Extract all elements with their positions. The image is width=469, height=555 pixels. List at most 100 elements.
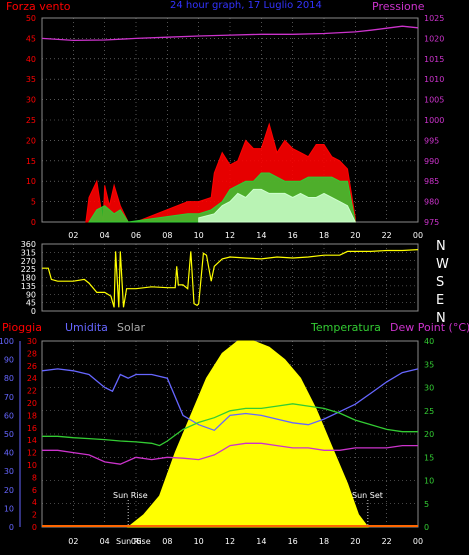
wind-tick-label: 10	[26, 177, 36, 186]
p1-x-tick-label: 20	[350, 231, 360, 240]
temp-tick-label: 0	[424, 523, 429, 532]
p3-x-tick-label: 14	[256, 537, 266, 546]
compass-e: E	[436, 293, 444, 308]
temp-tick-label: 5	[424, 500, 429, 509]
direction-tick-label: 90	[26, 290, 36, 299]
p1-x-tick-label: 04	[100, 231, 110, 240]
p3-x-tick-label: 06	[131, 537, 141, 546]
wind-tick-label: 45	[26, 34, 36, 43]
wind-tick-label: 5	[31, 198, 36, 207]
rain-tick-label: 26	[27, 362, 37, 371]
temperature-label: Temperatura	[310, 321, 381, 334]
wind-tick-label: 15	[26, 157, 36, 166]
pressure-tick-label: 1005	[424, 96, 444, 105]
series-pressure-line	[41, 25, 419, 42]
p1-x-tick-label: 14	[256, 231, 266, 240]
pressure-label: Pressione	[372, 0, 425, 13]
sunrise-tick-label: Sun Rise	[116, 537, 151, 546]
rain-tick-label: 10	[27, 461, 37, 470]
rain-label: Pioggia	[2, 321, 42, 334]
temp-tick-label: 35	[424, 360, 434, 369]
humidity-tick-label: 10	[4, 504, 14, 513]
p1-x-tick-label: 02	[68, 231, 78, 240]
rain-tick-label: 0	[32, 523, 37, 532]
wind-tick-label: 30	[26, 96, 36, 105]
compass-n-top: N	[436, 239, 446, 254]
humidity-tick-label: 100	[0, 337, 14, 346]
p3-x-tick-label: 00	[413, 537, 423, 546]
rain-tick-label: 6	[32, 486, 37, 495]
rain-tick-label: 24	[27, 374, 37, 383]
wind-tick-label: 25	[26, 116, 36, 125]
rain-tick-label: 16	[27, 424, 37, 433]
p3-x-tick-label: 16	[288, 537, 298, 546]
direction-tick-label: 45	[26, 299, 36, 308]
humidity-tick-label: 90	[4, 356, 14, 365]
rain-tick-label: 22	[27, 387, 37, 396]
series-wind-direction-line	[42, 249, 419, 308]
temperature-humidity-panel: 0510152025303540010203040506070809010002…	[0, 337, 434, 546]
p1-x-tick-label: 16	[288, 231, 298, 240]
series-temperature-line	[42, 403, 418, 447]
series-solar-area	[126, 340, 369, 528]
humidity-tick-label: 70	[4, 393, 14, 402]
wind-pressure-panel: 0510152025303540455097598098599099510001…	[26, 14, 445, 240]
pressure-tick-label: 1000	[424, 116, 444, 125]
p3-x-tick-label: 18	[319, 537, 329, 546]
temp-tick-label: 25	[424, 407, 434, 416]
pressure-tick-label: 985	[424, 177, 439, 186]
rain-tick-label: 12	[27, 449, 37, 458]
chart-title: 24 hour graph, 17 Luglio 2014	[170, 0, 322, 11]
wind-tick-label: 0	[31, 218, 36, 227]
p3-x-tick-label: 02	[68, 537, 78, 546]
humidity-tick-label: 50	[4, 430, 14, 439]
temp-tick-label: 30	[424, 384, 434, 393]
rain-tick-label: 2	[32, 511, 37, 520]
rain-tick-label: 30	[27, 337, 37, 346]
pressure-tick-label: 975	[424, 218, 439, 227]
direction-tick-label: 135	[21, 282, 36, 291]
rain-tick-label: 8	[32, 473, 37, 482]
p1-x-tick-label: 06	[131, 231, 141, 240]
compass-n-bottom: N	[436, 311, 446, 326]
p3-x-tick-label: 04	[100, 537, 110, 546]
sunrise-label: Sun Rise	[113, 491, 148, 500]
humidity-tick-label: 0	[9, 523, 14, 532]
temp-tick-label: 20	[424, 430, 434, 439]
wind-tick-label: 35	[26, 75, 36, 84]
direction-tick-label: 225	[21, 265, 36, 274]
compass-s: S	[436, 275, 444, 290]
humidity-tick-label: 30	[4, 467, 14, 476]
humidity-tick-label: 60	[4, 411, 14, 420]
p3-x-tick-label: 22	[382, 537, 392, 546]
p1-x-tick-label: 18	[319, 231, 329, 240]
direction-tick-label: 315	[21, 248, 36, 257]
pressure-tick-label: 980	[424, 198, 439, 207]
p3-x-tick-label: 10	[194, 537, 204, 546]
pressure-tick-label: 1015	[424, 55, 444, 64]
compass-w: W	[436, 257, 449, 272]
pressure-tick-label: 990	[424, 157, 439, 166]
p3-x-tick-label: 20	[350, 537, 360, 546]
rain-tick-label: 28	[27, 349, 37, 358]
temp-tick-label: 15	[424, 453, 434, 462]
rain-tick-label: 18	[27, 411, 37, 420]
series-vento-area	[198, 188, 357, 223]
wind-tick-label: 50	[26, 14, 36, 23]
wind-force-label: Forza vento	[6, 0, 71, 13]
solar-label: Solar	[117, 321, 146, 334]
direction-tick-label: 360	[21, 240, 36, 249]
p1-x-tick-label: 00	[413, 231, 423, 240]
series-dewpoint-line	[42, 442, 418, 465]
p1-x-tick-label: 08	[162, 231, 172, 240]
dewpoint-label: Dew Point (°C)	[390, 321, 469, 334]
temp-tick-label: 40	[424, 337, 434, 346]
wind-tick-label: 20	[26, 136, 36, 145]
series-humidity-line	[41, 368, 419, 432]
pressure-tick-label: 1010	[424, 75, 444, 84]
p1-x-tick-label: 10	[194, 231, 204, 240]
rain-tick-label: 4	[32, 498, 37, 507]
pressure-tick-label: 1025	[424, 14, 444, 23]
